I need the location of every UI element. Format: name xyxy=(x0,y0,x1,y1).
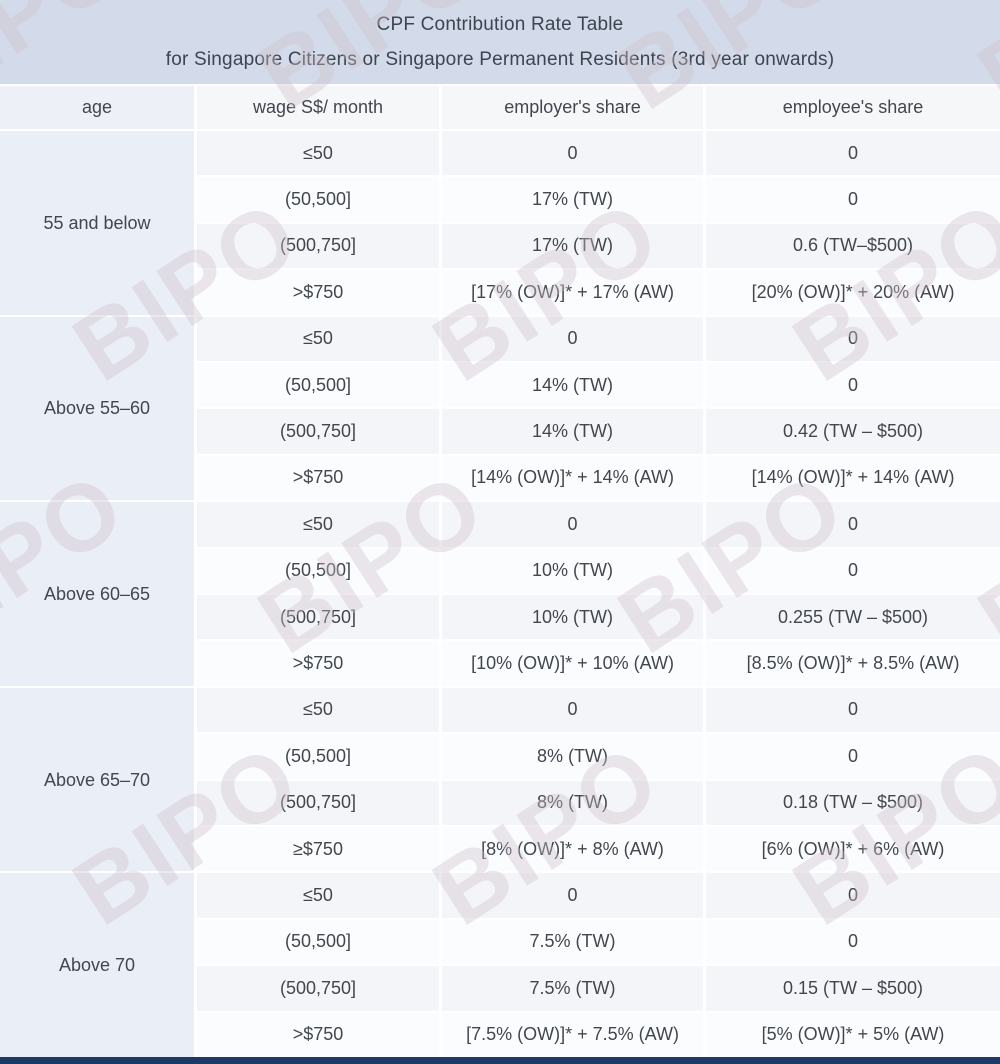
employer-share-cell: 14% (TW) xyxy=(442,409,703,454)
wage-cell: ≤50 xyxy=(197,131,439,176)
employee-share-cell: 0 xyxy=(706,131,1000,176)
age-group-label: Above 65–70 xyxy=(43,769,151,790)
employer-share-cell: [17% (OW)]* + 17% (AW) xyxy=(442,270,703,315)
age-group-cell: Above 60–65 xyxy=(0,502,194,686)
employer-share-cell: 14% (TW) xyxy=(442,363,703,408)
employee-share-cell: 0 xyxy=(706,548,1000,593)
employee-share-cell: [14% (OW)]* + 14% (AW) xyxy=(706,455,1000,501)
employer-share-cell: 17% (TW) xyxy=(442,177,703,222)
age-group-label: Above 70 xyxy=(58,955,136,976)
wage-cell: (50,500] xyxy=(197,548,439,593)
wage-cell: >$750 xyxy=(197,641,439,686)
wage-cell: ≥$750 xyxy=(197,827,439,872)
employer-share-cell: 0 xyxy=(442,687,703,733)
age-group-label: Above 60–65 xyxy=(43,583,151,604)
age-group-label: 55 and below xyxy=(43,212,151,233)
age-group-label: Above 55–60 xyxy=(43,398,151,419)
employee-share-cell: 0 xyxy=(706,177,1000,222)
wage-cell: >$750 xyxy=(197,455,439,501)
wage-cell: (50,500] xyxy=(197,734,439,779)
employer-share-cell: 8% (TW) xyxy=(442,734,703,779)
employee-share-cell: 0 xyxy=(706,363,1000,408)
employer-share-cell: [10% (OW)]* + 10% (AW) xyxy=(442,641,703,686)
column-header-wage: wage S$/ month xyxy=(197,86,439,129)
employee-share-cell: 0.42 (TW – $500) xyxy=(706,409,1000,454)
employer-share-cell: 7.5% (TW) xyxy=(442,966,703,1011)
employer-share-cell: 8% (TW) xyxy=(442,780,703,825)
table-title-bar: CPF Contribution Rate Table for Singapor… xyxy=(0,0,1000,84)
wage-cell: (500,750] xyxy=(197,223,439,269)
employer-share-cell: 10% (TW) xyxy=(442,595,703,640)
employee-share-cell: [20% (OW)]* + 20% (AW) xyxy=(706,270,1000,315)
employee-share-cell: 0 xyxy=(706,734,1000,779)
employer-share-cell: [8% (OW)]* + 8% (AW) xyxy=(442,827,703,872)
age-group-cell: Above 65–70 xyxy=(0,687,194,872)
employee-share-cell: [8.5% (OW)]* + 8.5% (AW) xyxy=(706,641,1000,686)
wage-cell: ≤50 xyxy=(197,687,439,733)
rate-table: age wage S$/ month employer's share empl… xyxy=(0,86,1000,1057)
column-header-age: age xyxy=(0,86,194,129)
wage-cell: (500,750] xyxy=(197,966,439,1011)
employer-share-cell: 0 xyxy=(442,873,703,918)
wage-cell: (50,500] xyxy=(197,919,439,965)
wage-cell: >$750 xyxy=(197,1012,439,1057)
wage-cell: >$750 xyxy=(197,270,439,315)
column-header-employee-share: employee's share xyxy=(706,86,1000,129)
table-subtitle: for Singapore Citizens or Singapore Perm… xyxy=(165,48,835,70)
employer-share-cell: 7.5% (TW) xyxy=(442,919,703,965)
wage-cell: ≤50 xyxy=(197,316,439,361)
employee-share-cell: 0 xyxy=(706,502,1000,547)
age-group-cell: 55 and below xyxy=(0,131,194,315)
wage-cell: (50,500] xyxy=(197,177,439,222)
employee-share-cell: 0 xyxy=(706,919,1000,965)
employer-share-cell: [7.5% (OW)]* + 7.5% (AW) xyxy=(442,1012,703,1057)
employee-share-cell: 0.15 (TW – $500) xyxy=(706,966,1000,1011)
employer-share-cell: 17% (TW) xyxy=(442,223,703,269)
employee-share-cell: 0.255 (TW – $500) xyxy=(706,595,1000,640)
age-group-cell: Above 70 xyxy=(0,873,194,1057)
employee-share-cell: 0.6 (TW–$500) xyxy=(706,223,1000,269)
employer-share-cell: 0 xyxy=(442,502,703,547)
employee-share-cell: 0.18 (TW – $500) xyxy=(706,780,1000,825)
table-title: CPF Contribution Rate Table xyxy=(376,13,624,35)
wage-cell: (500,750] xyxy=(197,780,439,825)
wage-cell: (50,500] xyxy=(197,363,439,408)
column-header-employer-share: employer's share xyxy=(442,86,703,129)
employer-share-cell: 10% (TW) xyxy=(442,548,703,593)
employee-share-cell: 0 xyxy=(706,687,1000,733)
employer-share-cell: [14% (OW)]* + 14% (AW) xyxy=(442,455,703,501)
wage-cell: ≤50 xyxy=(197,873,439,918)
employee-share-cell: 0 xyxy=(706,316,1000,361)
wage-cell: (500,750] xyxy=(197,595,439,640)
employer-share-cell: 0 xyxy=(442,131,703,176)
bottom-accent-bar xyxy=(0,1057,1000,1064)
employee-share-cell: [5% (OW)]* + 5% (AW) xyxy=(706,1012,1000,1057)
wage-cell: (500,750] xyxy=(197,409,439,454)
age-group-cell: Above 55–60 xyxy=(0,316,194,501)
employee-share-cell: 0 xyxy=(706,873,1000,918)
wage-cell: ≤50 xyxy=(197,502,439,547)
employer-share-cell: 0 xyxy=(442,316,703,361)
employee-share-cell: [6% (OW)]* + 6% (AW) xyxy=(706,827,1000,872)
